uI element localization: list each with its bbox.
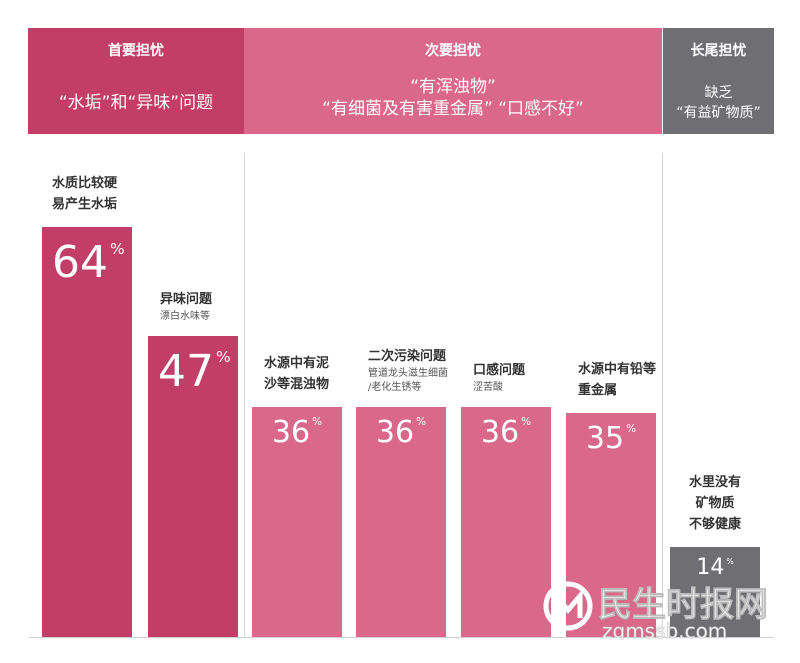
watermark-url: zgmssb.com — [602, 619, 727, 640]
header-primary-text: “水垢”和“异味”问题 — [58, 93, 214, 113]
watermark-title: 民生时报网 — [598, 585, 768, 625]
category-label-5-0: 水源中有铅等 — [578, 362, 657, 377]
bar-value-label-2: 36% — [252, 415, 342, 450]
bar-4 — [461, 406, 551, 637]
category-label-3-0: 二次污染问题 — [368, 348, 447, 364]
bar-value-5: 35 — [585, 421, 625, 456]
bar-3 — [356, 406, 446, 637]
bar-value-3: 36 — [375, 414, 415, 450]
category-label-5-1: 重金属 — [578, 383, 618, 398]
bar-unit-0: % — [110, 239, 125, 258]
bar-2 — [252, 406, 342, 637]
bar-value-label-0: 64% — [52, 237, 132, 288]
bar-unit-2: % — [312, 416, 323, 429]
header-longtail: 长尾担忧 缺乏 “有益矿物质” — [663, 28, 774, 134]
category-sublabel-3-0: 管道龙头滋生细菌 — [368, 367, 448, 379]
bar-unit-3: % — [416, 416, 427, 429]
bar-value-label-6: 14% — [670, 555, 760, 580]
group-divider-right — [662, 153, 663, 637]
bar-unit-1: % — [216, 348, 231, 367]
category-label-6-2: 不够健康 — [688, 517, 741, 533]
header-secondary-line2: “有细菌及有害重金属” “口感不好” — [322, 99, 584, 119]
category-label-2-0: 水源中有泥 — [264, 355, 330, 371]
category-sublabel-1-0: 漂白水味等 — [160, 311, 210, 323]
bar-6 — [670, 547, 760, 637]
category-label-6-1: 矿物质 — [695, 496, 735, 512]
bar-1 — [148, 336, 238, 637]
bar-value-0: 64 — [52, 237, 108, 289]
group-divider-left — [244, 153, 245, 637]
bar-value-label-3: 36% — [356, 415, 446, 450]
header-secondary: 次要担忧 “有浑浊物” “有细菌及有害重金属” “口感不好” — [244, 28, 662, 134]
bar-value-label-1: 47% — [158, 346, 238, 397]
category-label-4-0: 口感问题 — [473, 362, 526, 378]
bar-value-2: 36 — [271, 414, 311, 450]
category-label-6-0: 水里没有 — [688, 475, 741, 491]
bar-unit-6: % — [726, 556, 734, 566]
header-secondary-title: 次要担忧 — [425, 43, 481, 59]
header-longtail-line1: 缺乏 — [704, 85, 733, 101]
header-primary: 首要担忧 “水垢”和“异味”问题 — [28, 28, 244, 134]
m-logo-icon — [543, 581, 593, 631]
bar-value-6: 14 — [696, 555, 725, 581]
watermark: 民生时报网 zgmssb.com — [543, 581, 768, 640]
bar-unit-5: % — [626, 422, 637, 435]
header-longtail-title: 长尾担忧 — [690, 43, 747, 59]
header-primary-title: 首要担忧 — [108, 43, 164, 59]
category-label-2-1: 沙等混浊物 — [264, 376, 330, 392]
bar-value-4: 36 — [480, 414, 520, 450]
category-label-0-0: 水质比较硬 — [52, 176, 118, 192]
category-label-0-1: 易产生水垢 — [52, 197, 118, 213]
category-label-1-0: 异味问题 — [160, 292, 213, 308]
chart-baseline — [29, 637, 774, 638]
bar-value-1: 47 — [158, 346, 214, 398]
header-secondary-line1: “有浑浊物” — [410, 77, 496, 97]
bar-value-label-4: 36% — [461, 415, 551, 450]
header-longtail-line2: “有益矿物质” — [676, 105, 761, 121]
bar-value-label-5: 35% — [566, 421, 656, 456]
category-sublabel-3-1: /老化生锈等 — [368, 381, 422, 393]
bar-unit-4: % — [521, 416, 532, 429]
bar-0 — [42, 227, 132, 637]
category-sublabel-4-0: 涩苦酸 — [473, 381, 503, 393]
